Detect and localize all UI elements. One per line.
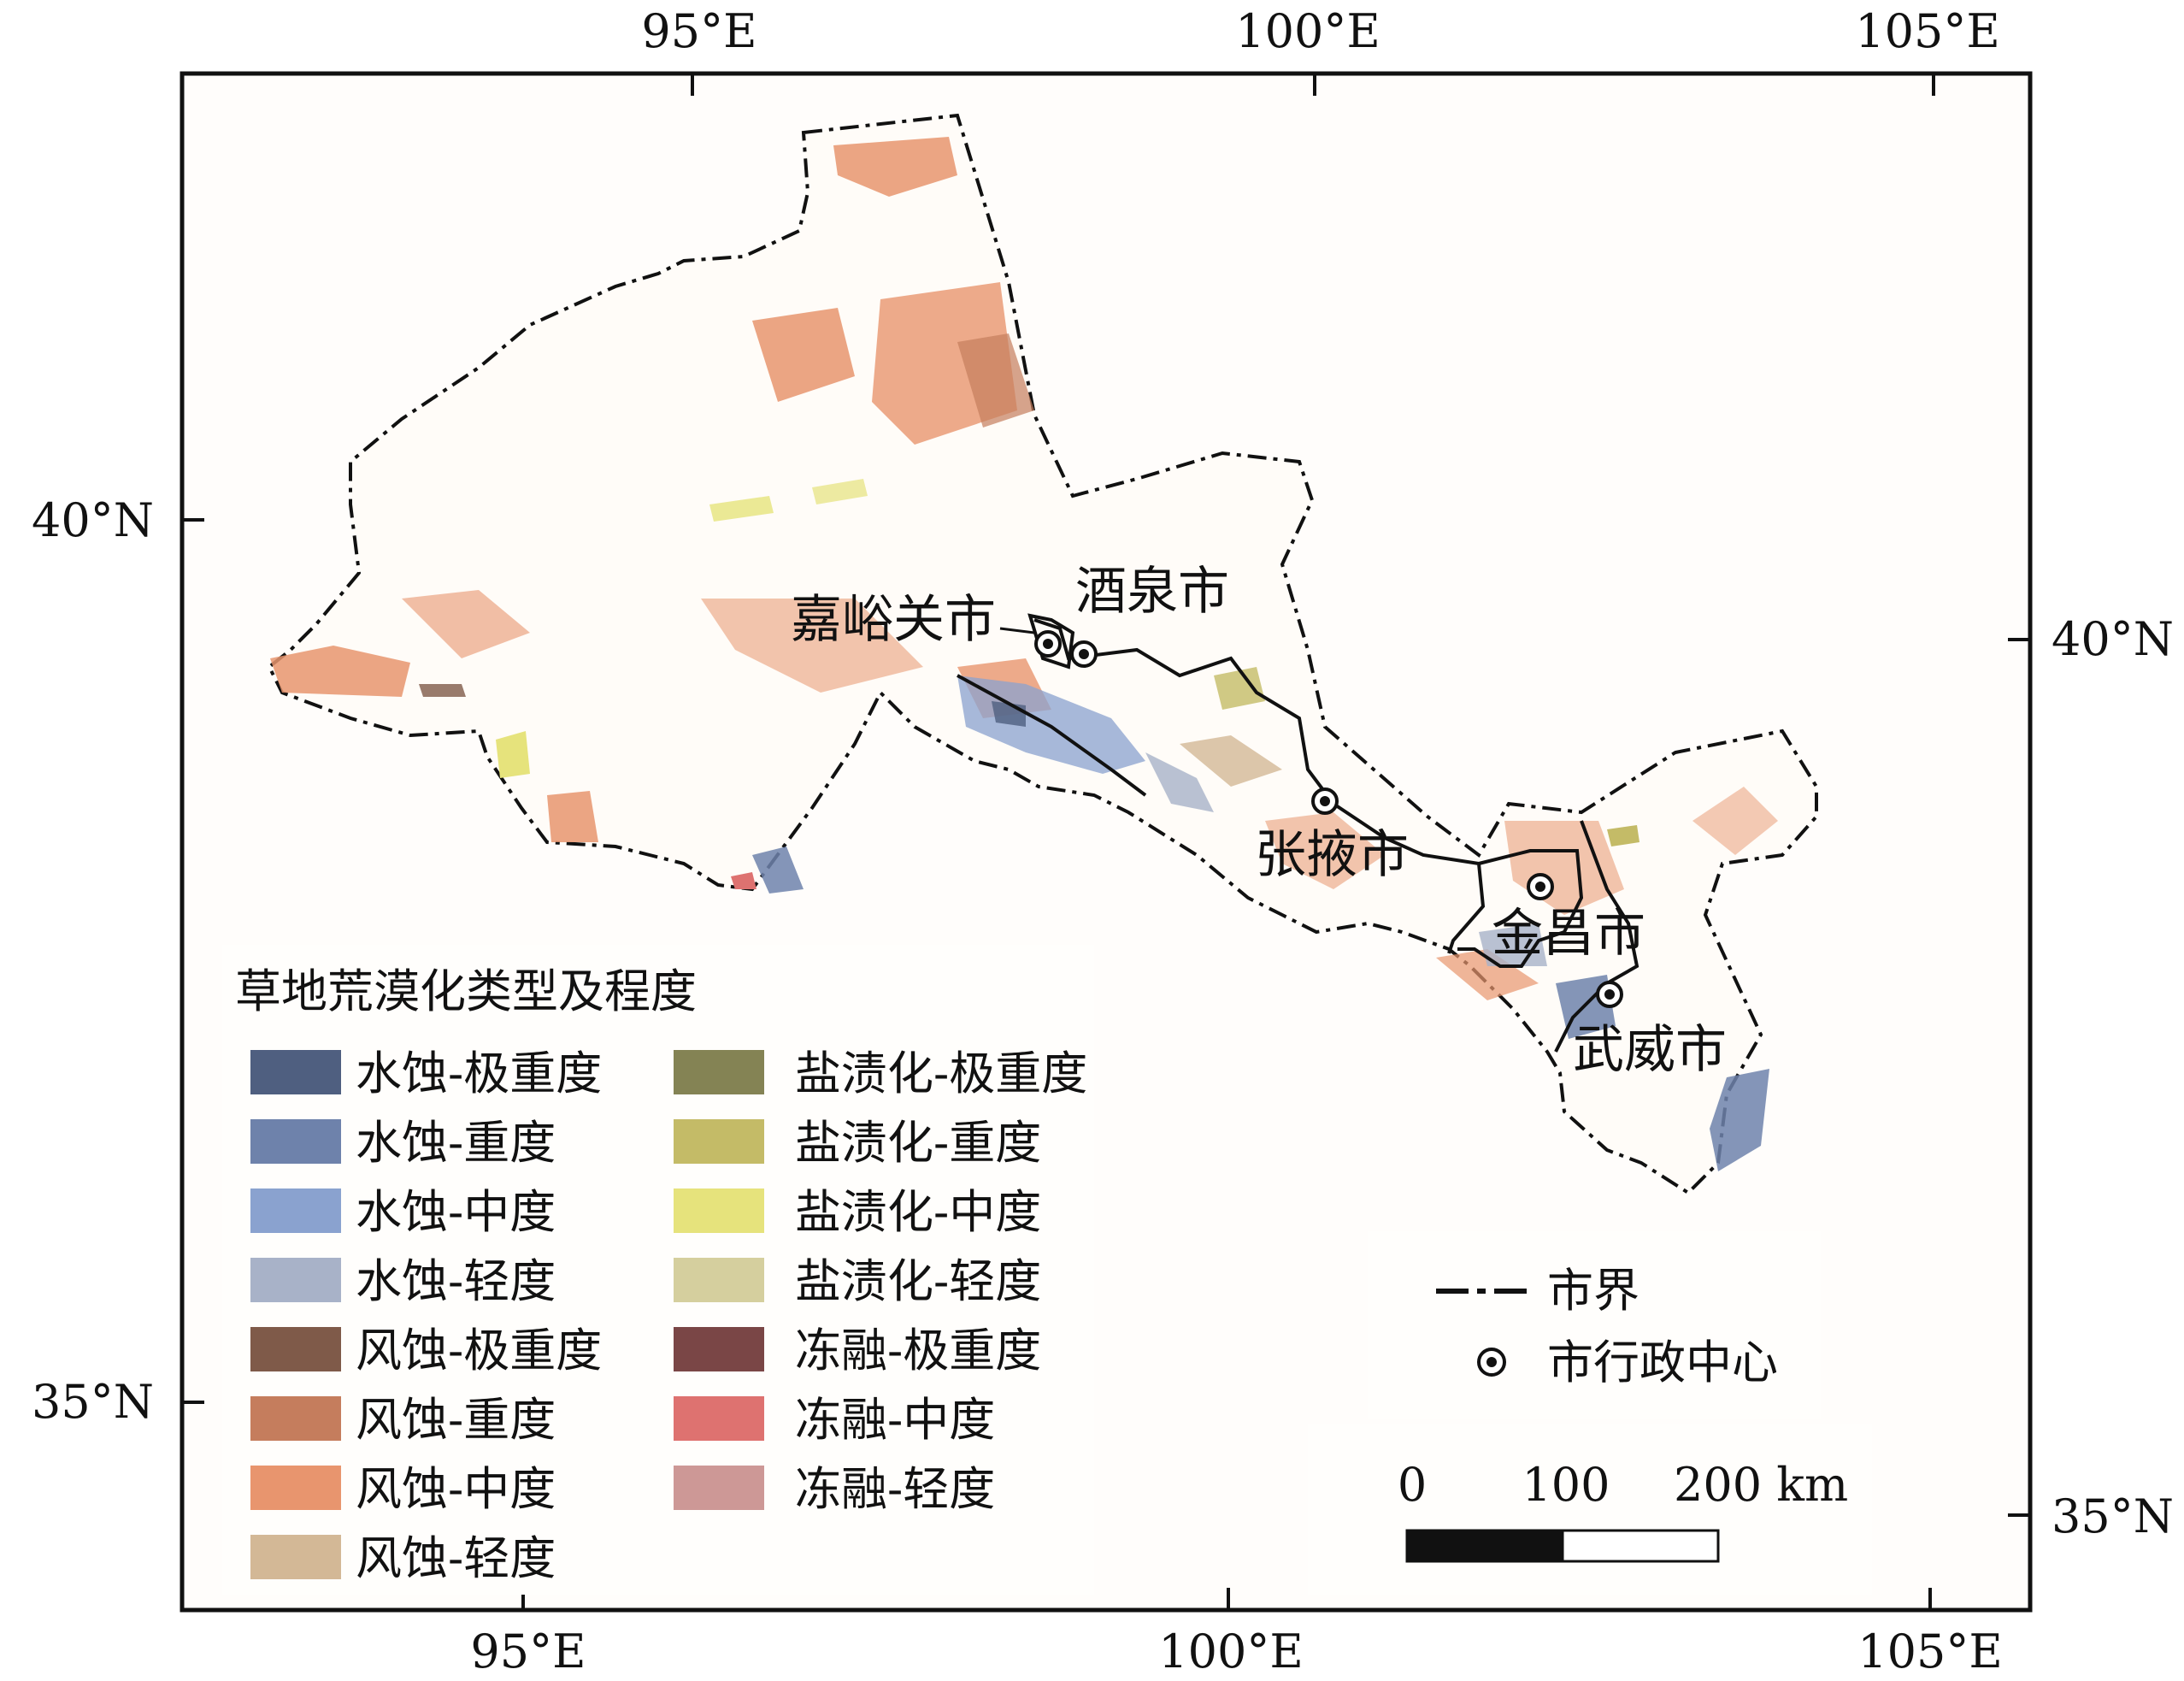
wuwei-boundary: [1554, 820, 1639, 1053]
water-erosion-patch: [752, 846, 804, 894]
bottom-lon-label: 100°E: [1158, 1625, 1304, 1678]
top-lon-label: 95°E: [641, 4, 756, 58]
water-erosion-patch: [1710, 1069, 1769, 1171]
jiayuguan-center: [1034, 630, 1062, 658]
city-label-wuwei: 武威市: [1573, 1020, 1727, 1080]
wind-erosion-patch: [1436, 949, 1539, 1000]
legend-label: 冻融-轻度: [795, 1462, 995, 1516]
wind-erosion-patch: [402, 590, 530, 658]
legend-swatch: [674, 1396, 764, 1441]
legend-swatch: [674, 1258, 764, 1302]
legend-label: 盐渍化-极重度: [795, 1047, 1087, 1100]
legend-swatch: [250, 1050, 341, 1094]
jiuquan-zhangye-boundary: [1033, 618, 1486, 954]
legend-swatch: [674, 1119, 764, 1164]
scale-bar: 0 100 200 km: [1308, 1424, 1872, 1595]
jiuquan-center: [1070, 640, 1098, 668]
zhangye-south-boundary: [957, 674, 1147, 797]
legend-label: 水蚀-中度: [356, 1185, 556, 1239]
wind-erosion-patch: [547, 791, 598, 842]
legend-label: 水蚀-重度: [356, 1116, 556, 1170]
jinchang-center: [1527, 873, 1554, 900]
wind-erosion-patch: [1265, 812, 1385, 889]
jiayuguan-leader-line: [999, 627, 1035, 634]
water-erosion-patch: [1145, 752, 1214, 812]
wind-erosion-patch: [752, 308, 855, 402]
city-label-jiayuguan: 嘉峪关市: [791, 590, 996, 650]
wuwei-center: [1596, 981, 1623, 1008]
saline-patch: [1607, 825, 1639, 846]
legend-swatch: [674, 1327, 764, 1371]
scale-label-0: 0: [1398, 1458, 1427, 1512]
city-center-legend-label: 市行政中心: [1547, 1336, 1778, 1389]
wind-erosion-patch: [957, 333, 1034, 428]
legend-swatch: [674, 1050, 764, 1094]
city-label-zhangye: 张掖市: [1255, 825, 1409, 885]
boundary-legend-background: [1368, 1231, 1821, 1419]
legend-swatch: [250, 1188, 341, 1233]
freeze-thaw-patch: [731, 872, 756, 889]
legend-label: 盐渍化-重度: [795, 1116, 1041, 1170]
city-centers: [1034, 630, 1623, 1008]
scale-label-200: 200 km: [1674, 1458, 1848, 1512]
wind-erosion-patch: [419, 684, 466, 697]
legend-swatch: [674, 1466, 764, 1510]
saline-patch: [812, 479, 868, 504]
city-label-jiuquan: 酒泉市: [1075, 562, 1229, 622]
scale-segment-white: [1561, 1529, 1720, 1563]
left-lat-label: 35°N: [32, 1375, 154, 1429]
top-lon-label: 100°E: [1235, 4, 1380, 58]
legend-label: 盐渍化-轻度: [795, 1254, 1041, 1308]
boundary-legend-label: 市界: [1547, 1264, 1639, 1318]
legend-swatch: [250, 1535, 341, 1579]
legend-swatch: [250, 1466, 341, 1510]
legend-label: 风蚀-极重度: [356, 1324, 602, 1377]
wind-erosion-patch: [1692, 787, 1778, 855]
right-lat-label: 40°N: [2052, 612, 2174, 666]
wind-erosion-patch: [701, 599, 923, 693]
scale-bar-background: [1308, 1424, 1872, 1595]
wind-erosion-patch: [1180, 735, 1282, 787]
wind-erosion-patch: [833, 137, 957, 197]
left-lat-label: 40°N: [32, 493, 154, 547]
boundary-legend: 市界 市行政中心: [1368, 1231, 1821, 1419]
legend-label: 冻融-中度: [795, 1393, 995, 1447]
city-label-jinchang: 金昌市: [1492, 904, 1645, 964]
legend-label: 风蚀-轻度: [356, 1531, 556, 1585]
bottom-lon-label: 95°E: [470, 1625, 586, 1678]
legend-label: 风蚀-中度: [356, 1462, 556, 1516]
top-lon-label: 105°E: [1855, 4, 2000, 58]
zhangye-center: [1311, 787, 1339, 815]
legend-label: 水蚀-轻度: [356, 1254, 556, 1308]
legend-swatch: [250, 1258, 341, 1302]
legend-label: 冻融-极重度: [795, 1324, 1041, 1377]
jinchang-boundary: [1457, 849, 1584, 968]
right-lat-label: 35°N: [2052, 1489, 2174, 1543]
legend-items: 水蚀-极重度水蚀-重度水蚀-中度水蚀-轻度风蚀-极重度风蚀-重度风蚀-中度风蚀-…: [250, 1047, 1087, 1585]
saline-patch: [1214, 667, 1265, 710]
legend-background: [222, 945, 1094, 1595]
axis-labels: 95°E 100°E 105°E 95°E 100°E 105°E 40°N 3…: [32, 4, 2174, 1678]
legend-swatch: [250, 1396, 341, 1441]
saline-patch: [709, 496, 774, 522]
legend-label: 水蚀-极重度: [356, 1047, 602, 1100]
city-center-symbol: [1477, 1348, 1506, 1377]
saline-patch: [496, 731, 530, 778]
legend-title: 草地荒漠化类型及程度: [235, 964, 697, 1018]
legend-swatch: [250, 1327, 341, 1371]
bottom-lon-label: 105°E: [1857, 1625, 2003, 1678]
wind-erosion-patch: [270, 646, 410, 697]
legend-label: 风蚀-重度: [356, 1393, 556, 1447]
legend: 草地荒漠化类型及程度 水蚀-极重度水蚀-重度水蚀-中度水蚀-轻度风蚀-极重度风蚀…: [222, 945, 1094, 1595]
legend-label: 盐渍化-中度: [795, 1185, 1041, 1239]
legend-swatch: [674, 1188, 764, 1233]
desertification-patches: [270, 137, 1778, 1171]
legend-swatch: [250, 1119, 341, 1164]
scale-segment-black: [1405, 1529, 1564, 1563]
scale-label-100: 100: [1522, 1458, 1610, 1512]
